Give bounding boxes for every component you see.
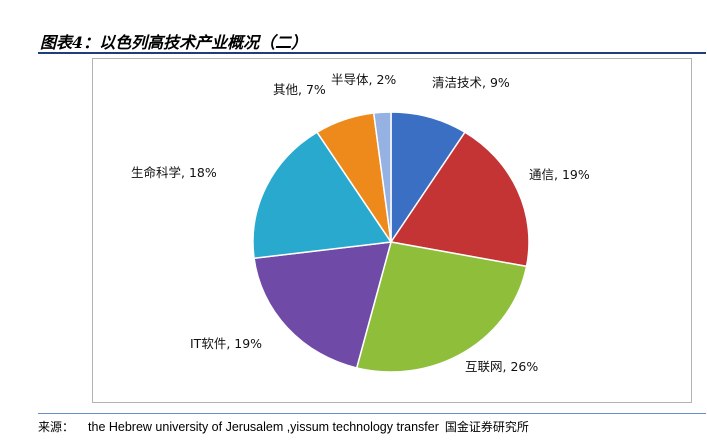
chart-title: 图表4：以色列高技术产业概况（二） <box>40 33 308 52</box>
pie-chart: 清洁技术, 9% 通信, 19% 互联网, 26% IT软件, 19% 生命科学, 18… <box>131 72 590 374</box>
chart-frame: 清洁技术, 9% 通信, 19% 互联网, 26% IT软件, 19% 生命科学, 18… <box>92 58 692 403</box>
source-label: 来源： <box>38 420 75 434</box>
pie-slice-4 <box>252 131 393 260</box>
pie-label-1: 通信, 19% <box>529 167 590 182</box>
pie-label-2: 互联网, 26% <box>465 359 538 374</box>
source-org: 国金证券研究所 <box>444 420 529 434</box>
pie-slices <box>252 111 530 373</box>
pie-label-4: 生命科学, 18% <box>131 165 217 180</box>
pie-slice-2 <box>355 241 528 373</box>
pie-slice-6 <box>372 111 392 243</box>
source-text: the Hebrew university of Jerusalem ,yiss… <box>88 420 439 434</box>
header-divider <box>38 52 706 54</box>
pie-label-0: 清洁技术, 9% <box>432 75 510 90</box>
pie-slice-3 <box>253 241 393 369</box>
footer-divider <box>38 413 706 414</box>
source-line: 来源： the Hebrew university of Jerusalem ,y… <box>38 418 529 435</box>
pie-slice-1 <box>389 131 530 268</box>
pie-label-3: IT软件, 19% <box>190 336 262 351</box>
pie-labels: 清洁技术, 9% 通信, 19% 互联网, 26% IT软件, 19% 生命科学, 18… <box>131 72 590 374</box>
pie-label-6: 半导体, 2% <box>331 72 396 87</box>
chart-header: 图表4：以色列高技术产业概况（二） <box>38 25 706 55</box>
pie-label-5: 其他, 7% <box>273 82 326 97</box>
